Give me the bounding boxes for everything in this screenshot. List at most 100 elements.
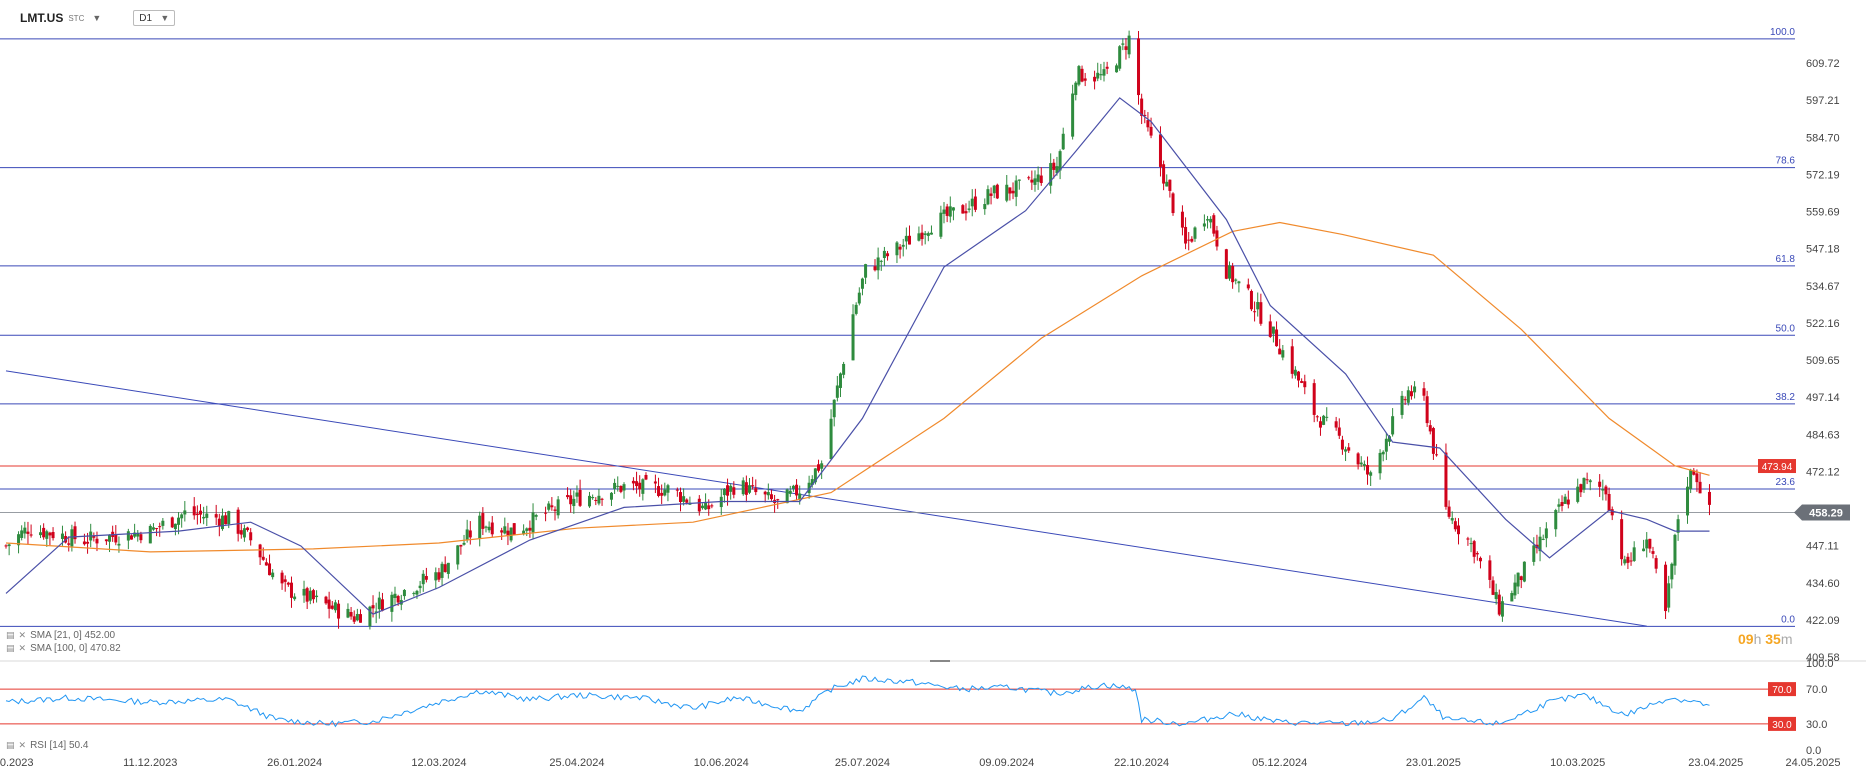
settings-icon[interactable]: ▤ bbox=[6, 630, 15, 640]
price-tick-label: 609.72 bbox=[1806, 58, 1840, 70]
candle-bull bbox=[227, 511, 231, 525]
candle-bear bbox=[1231, 265, 1235, 283]
settings-icon[interactable]: ▤ bbox=[6, 740, 15, 750]
candle-bull bbox=[879, 260, 883, 262]
candle-bull bbox=[1369, 472, 1373, 476]
settings-icon[interactable]: ▤ bbox=[6, 643, 15, 653]
candle-bear bbox=[995, 184, 999, 199]
candle-bear bbox=[697, 498, 701, 512]
candle-bear bbox=[1278, 348, 1282, 355]
candle-bull bbox=[315, 595, 319, 598]
candle-bear bbox=[224, 515, 228, 525]
candle-bear bbox=[1457, 525, 1461, 535]
timeframe-select[interactable]: D1 ▼ bbox=[133, 10, 176, 26]
candle-bull bbox=[1206, 219, 1210, 221]
rsi-line[interactable] bbox=[5, 675, 1710, 728]
candle-bear bbox=[337, 603, 341, 619]
candle-bull bbox=[20, 530, 24, 538]
chevron-down-icon: ▼ bbox=[160, 13, 170, 23]
candle-bull bbox=[1237, 281, 1241, 284]
candle-bear bbox=[236, 509, 240, 534]
close-icon[interactable]: ✕ bbox=[18, 643, 27, 653]
candle-bear bbox=[1158, 134, 1162, 167]
candle-bull bbox=[857, 292, 861, 304]
sma21-legend[interactable]: ▤ ✕ SMA [21, 0] 452.00 bbox=[6, 630, 115, 641]
candle-bull bbox=[161, 520, 165, 526]
candle-bear bbox=[1340, 439, 1344, 450]
fib-level-label: 78.6 bbox=[1776, 156, 1796, 167]
sma21-legend-label: SMA [21, 0] 452.00 bbox=[30, 630, 116, 641]
price-tick-label: 447.11 bbox=[1806, 541, 1839, 553]
sma21-line[interactable] bbox=[5, 97, 1710, 615]
sma100-line[interactable] bbox=[5, 221, 1710, 553]
sma100-legend[interactable]: ▤ ✕ SMA [100, 0] 470.82 bbox=[6, 643, 121, 654]
candle-bull bbox=[1544, 528, 1548, 539]
candle-bear bbox=[73, 526, 77, 540]
date-tick-label: 25.07.2024 bbox=[835, 757, 890, 769]
candle-bull bbox=[1058, 151, 1062, 171]
candle-bull bbox=[487, 526, 491, 531]
candle-bull bbox=[838, 373, 842, 388]
candle-bull bbox=[534, 515, 538, 517]
date-tick-label: 05.12.2024 bbox=[1252, 757, 1307, 769]
date-tick-label: 09.09.2024 bbox=[979, 757, 1034, 769]
candle-bull bbox=[390, 594, 394, 612]
candle-bull bbox=[1406, 390, 1410, 403]
candle-bear bbox=[1366, 465, 1370, 475]
candle-bear bbox=[660, 492, 664, 496]
trendline[interactable] bbox=[5, 370, 1647, 627]
candle-bull bbox=[613, 482, 617, 489]
candle-bull bbox=[346, 608, 350, 618]
candle-bull bbox=[377, 597, 381, 610]
candle-bull bbox=[1293, 369, 1297, 376]
candle-bear bbox=[553, 509, 557, 511]
candle-bull bbox=[446, 562, 450, 574]
candle-bear bbox=[199, 510, 203, 515]
candle-bull bbox=[522, 530, 526, 535]
candle-bull bbox=[242, 528, 246, 538]
symbol-label[interactable]: LMT.US bbox=[20, 11, 64, 25]
candle-bull bbox=[1121, 43, 1125, 45]
candle-bear bbox=[1403, 399, 1407, 401]
symbol-type-label: STC bbox=[68, 13, 85, 23]
candle-bear bbox=[1626, 556, 1630, 563]
candle-bear bbox=[1435, 454, 1439, 456]
candle-bull bbox=[851, 314, 855, 361]
candle-bull bbox=[177, 517, 181, 525]
candle-bull bbox=[202, 516, 206, 519]
symbol-dropdown-icon[interactable]: ▼ bbox=[92, 13, 102, 23]
close-icon[interactable]: ✕ bbox=[18, 630, 27, 640]
candle-bull bbox=[1378, 452, 1382, 474]
candle-bear bbox=[327, 599, 331, 609]
candle-bear bbox=[1300, 381, 1304, 383]
candle-bear bbox=[638, 482, 642, 490]
date-tick-label: 22.10.2024 bbox=[1114, 757, 1169, 769]
candle-bull bbox=[133, 532, 137, 537]
candle-bear bbox=[114, 534, 118, 543]
date-tick-label: 10.06.2024 bbox=[694, 757, 749, 769]
candle-countdown: 09h 35m bbox=[1738, 631, 1793, 647]
candle-bear bbox=[324, 596, 328, 604]
candle-bear bbox=[217, 518, 221, 526]
candle-bear bbox=[1491, 580, 1495, 595]
candle-bear bbox=[1318, 421, 1322, 428]
candle-bull bbox=[1676, 519, 1680, 533]
candle-bear bbox=[886, 253, 890, 257]
candle-bear bbox=[1149, 126, 1153, 136]
close-icon[interactable]: ✕ bbox=[18, 740, 27, 750]
rsi-legend[interactable]: ▤ ✕ RSI [14] 50.4 bbox=[6, 740, 88, 751]
candle-bull bbox=[23, 527, 27, 534]
candle-bull bbox=[1362, 464, 1366, 466]
candle-bull bbox=[1036, 174, 1040, 182]
candle-bull bbox=[807, 482, 811, 494]
fib-level-label: 38.2 bbox=[1776, 392, 1796, 403]
rsi-level-label: 70.0 bbox=[1772, 685, 1792, 696]
candle-bull bbox=[1588, 480, 1592, 483]
candle-bear bbox=[964, 211, 968, 214]
candle-bull bbox=[333, 602, 337, 611]
candle-bear bbox=[330, 605, 334, 609]
candle-bull bbox=[1686, 486, 1690, 516]
candle-bull bbox=[1127, 35, 1131, 55]
candle-bull bbox=[509, 527, 513, 541]
